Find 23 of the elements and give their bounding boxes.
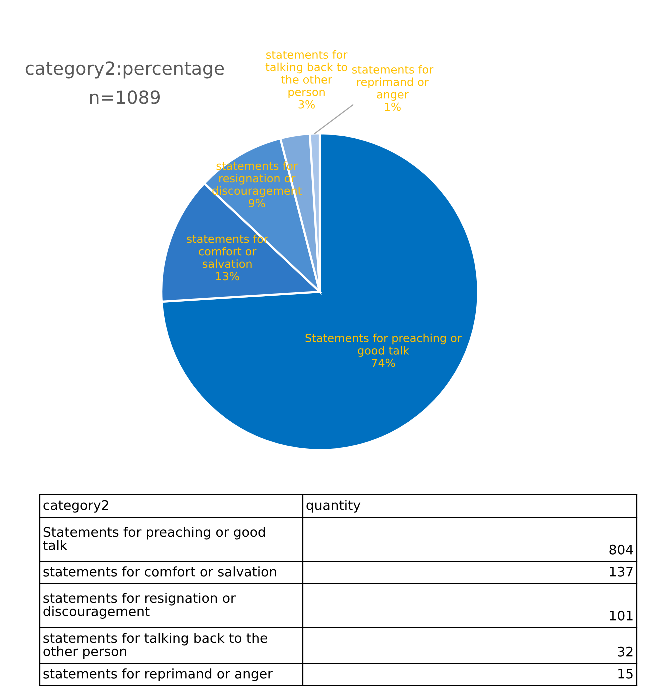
slice-label: statements for talking back to the other person bbox=[266, 50, 348, 99]
pie-slice bbox=[160, 132, 480, 452]
data-label: 1% bbox=[385, 102, 401, 112]
text: n=1089 bbox=[90, 90, 160, 104]
data-label: 137 bbox=[610, 566, 633, 577]
data-label: 3% bbox=[298, 100, 315, 109]
slice-label: Statements for preaching or good talk bbox=[306, 334, 462, 358]
data-label: 74% bbox=[372, 358, 396, 368]
text: quantity bbox=[306, 500, 361, 513]
data-label: 13% bbox=[216, 272, 240, 281]
data-label: 804 bbox=[610, 544, 634, 555]
category-label: statements for talking back to the other person bbox=[44, 632, 268, 660]
data-label: 32 bbox=[618, 646, 633, 657]
slice-label: statements for reprimand or anger bbox=[352, 65, 434, 101]
data-label: 101 bbox=[610, 610, 633, 621]
category-label: statements for reprimand or anger bbox=[44, 668, 273, 682]
category-label: statements for resignation or discouragement bbox=[44, 592, 236, 620]
category-label: statements for comfort or salvation bbox=[44, 566, 276, 577]
data-label: 15 bbox=[618, 669, 633, 679]
text: category2:percentage bbox=[26, 62, 224, 79]
category-label: Statements for preaching or good talk bbox=[43, 526, 266, 550]
text: category2 bbox=[44, 500, 108, 513]
data-label: 9% bbox=[248, 199, 266, 208]
